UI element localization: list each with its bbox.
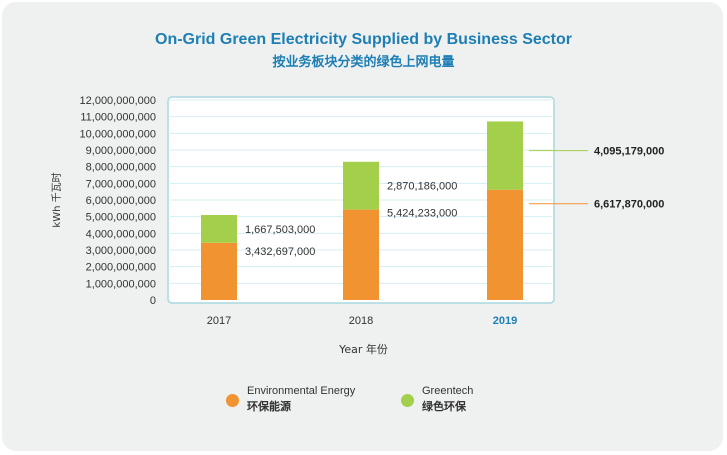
bar-environmental-energy [201,242,237,300]
bar-greentech [201,214,237,243]
chart-title-zh: 按业务板块分类的绿色上网电量 [272,55,455,70]
legend-label-en: Greentech [422,385,474,397]
y-tick-label: 10,000,000,000 [80,128,156,140]
legend-label-zh: 绿色环保 [422,400,466,413]
data-label-environmental-energy: 5,424,233,000 [387,208,457,220]
legend-swatch-green [401,394,414,407]
y-axis-label: kWh 千瓦时 [51,172,63,227]
bar-greentech [487,121,523,190]
x-tick-label: 2019 [493,315,517,327]
y-tick-label: 12,000,000,000 [80,95,156,107]
x-tick-label: 2018 [349,315,373,327]
y-tick-label: 11,000,000,000 [80,112,156,124]
y-tick-label: 6,000,000,000 [86,195,156,207]
y-tick-label: 9,000,000,000 [86,145,156,157]
y-tick-label: 2,000,000,000 [86,262,156,274]
x-tick-label: 2017 [207,315,231,327]
x-axis-label: Year 年份 [339,343,388,356]
legend-label-en: Environmental Energy [247,385,356,397]
y-tick-label: 5,000,000,000 [86,212,156,224]
legend-item-environmental-energy: Environmental Energy 环保能源 [226,384,355,414]
bar-environmental-energy [487,189,523,300]
callout-environmental-energy: 6,617,870,000 [594,199,664,211]
legend-label-zh: 环保能源 [247,400,291,413]
y-tick-label: 3,000,000,000 [86,245,156,257]
y-tick-label: 7,000,000,000 [86,178,156,190]
bar-environmental-energy [343,209,379,300]
callout-greentech: 4,095,179,000 [594,146,664,158]
y-tick-label: 4,000,000,000 [86,228,156,240]
data-label-greentech: 1,667,503,000 [245,224,315,236]
data-label-environmental-energy: 3,432,697,000 [245,246,315,258]
legend-swatch-orange [226,394,239,407]
y-tick-label: 1,000,000,000 [86,278,156,290]
legend-item-greentech: Greentech 绿色环保 [401,384,473,414]
y-tick-label: 8,000,000,000 [86,162,156,174]
bar-greentech [343,161,379,210]
data-label-greentech: 2,870,186,000 [387,181,457,193]
chart-title-en: On-Grid Green Electricity Supplied by Bu… [155,31,572,48]
y-tick-label: 0 [150,295,156,307]
